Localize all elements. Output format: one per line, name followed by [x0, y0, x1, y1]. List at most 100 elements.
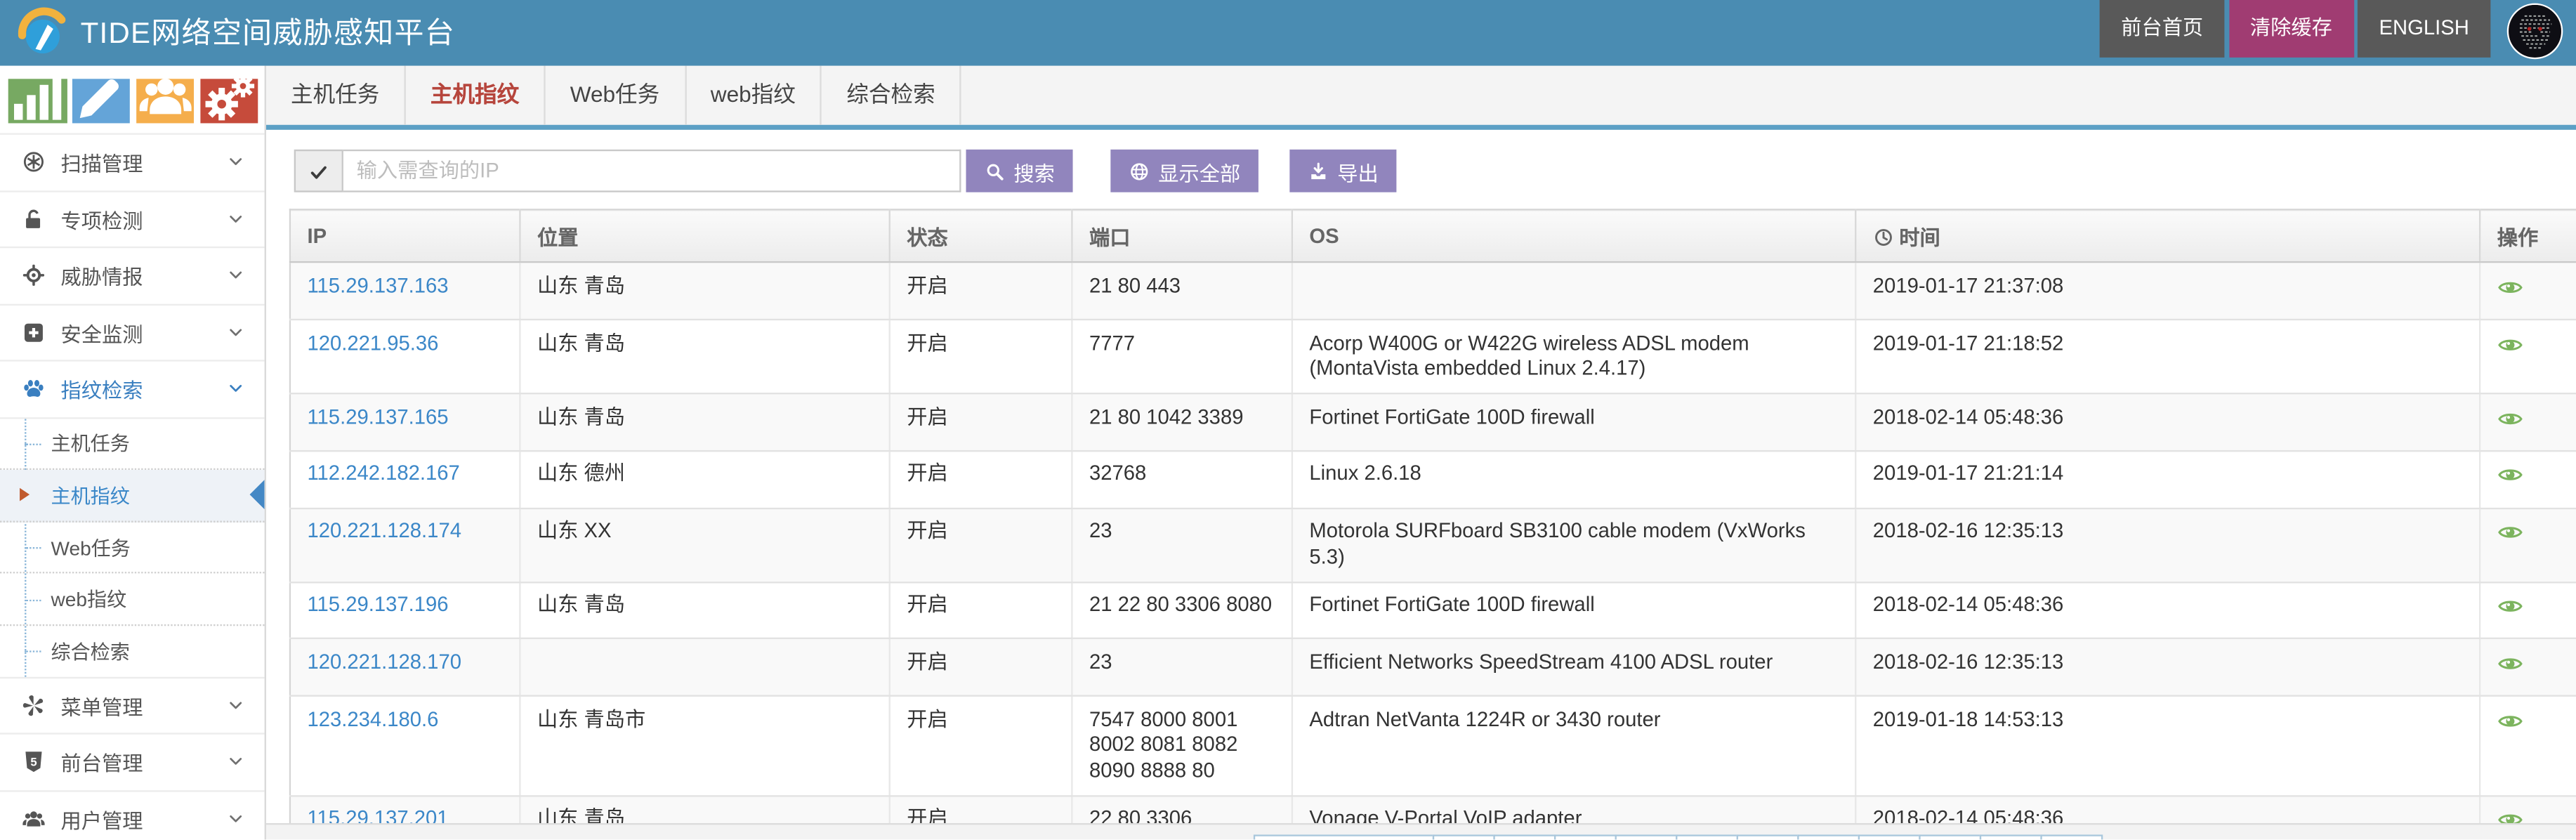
sidebar-item-5[interactable]: 菜单管理 [0, 678, 265, 735]
column-header-ip: IP [289, 210, 521, 264]
cell-time: 2019-01-17 21:21:14 [1855, 450, 2481, 509]
tide-logo-icon [15, 5, 71, 61]
sidebar-subitem-3[interactable]: web指纹 [0, 575, 265, 626]
sidebar-item-2[interactable]: 威胁情报 [0, 249, 265, 306]
cell-ip: 120.221.128.174 [289, 507, 521, 583]
ip-link[interactable]: 115.29.137.196 [307, 593, 449, 617]
pagination-cell-7[interactable] [1797, 834, 1860, 840]
table-row-3: 112.242.182.167 山东 德州 开启 32768 Linux 2.6.18 2… [289, 450, 2576, 509]
sidebar-menu: 扫描管理 专项检测 威胁情报 安全监测 指纹检索 主机任务主机指纹 Web任务 web指纹 综合… [0, 133, 265, 840]
cell-ip: 112.242.182.167 [289, 450, 521, 509]
front-home-button[interactable]: 前台首页 [2099, 0, 2225, 58]
cell-status: 开启 [889, 263, 1073, 321]
chevron-down-icon [227, 154, 245, 172]
sidebar-subitem-4[interactable]: 综合检索 [0, 626, 265, 676]
ip-link[interactable]: 115.29.137.165 [307, 405, 449, 429]
quick-button-pencil[interactable] [72, 78, 131, 123]
user-avatar[interactable] [2506, 3, 2563, 60]
eye-icon[interactable] [2497, 274, 2523, 300]
tab-1[interactable]: 主机指纹 [406, 65, 546, 125]
pagination-cell-0[interactable] [1253, 834, 1435, 840]
sidebar-item-0[interactable]: 扫描管理 [0, 135, 265, 192]
eye-icon[interactable] [2497, 808, 2523, 825]
eye-icon[interactable] [2497, 519, 2523, 545]
crosshair-icon [21, 263, 46, 288]
pagination-cell-3[interactable] [1553, 834, 1617, 840]
column-header-action: 操作 [2480, 210, 2576, 264]
pagination-cell-9[interactable] [1919, 834, 1982, 840]
pagination-cell-8[interactable] [1858, 834, 1921, 840]
sidebar-subitem-2[interactable]: Web任务 [0, 523, 265, 575]
gears-icon [200, 67, 258, 133]
ip-link[interactable]: 112.242.182.167 [307, 462, 460, 486]
show-all-button[interactable]: 显示全部 [1110, 149, 1259, 192]
tab-4[interactable]: 综合检索 [822, 65, 962, 125]
cell-time: 2019-01-18 14:53:13 [1855, 695, 2481, 797]
eye-icon[interactable] [2497, 405, 2523, 431]
quick-button-gears[interactable] [199, 74, 258, 123]
cell-location: 山东 德州 [520, 450, 891, 509]
clear-cache-button[interactable]: 清除缓存 [2228, 0, 2354, 58]
cell-status: 开启 [889, 507, 1073, 583]
column-header-time: 时间 [1855, 210, 2481, 264]
eye-icon[interactable] [2497, 707, 2523, 733]
cell-ports: 21 80 1042 3389 [1072, 393, 1294, 452]
chevron-down-icon [227, 380, 245, 398]
eye-icon[interactable] [2497, 593, 2523, 619]
search-button[interactable]: 搜索 [966, 149, 1073, 192]
pagination-cell-10[interactable] [1979, 834, 2042, 840]
sidebar-item-4[interactable]: 指纹检索 [0, 362, 265, 419]
quick-button-bar-chart[interactable] [8, 74, 67, 123]
sidebar-subitem-0[interactable]: 主机任务 [0, 419, 265, 471]
pagination-cell-1[interactable] [1432, 834, 1495, 840]
cell-ports: 23 [1072, 638, 1294, 697]
cell-os: Fortinet FortiGate 100D firewall [1292, 582, 1857, 640]
ip-link[interactable]: 123.234.180.6 [307, 707, 439, 730]
tab-3[interactable]: web指纹 [686, 65, 822, 125]
ip-link[interactable]: 115.29.137.163 [307, 274, 449, 298]
pagination-cell-5[interactable] [1676, 834, 1738, 840]
search-input[interactable] [343, 149, 961, 192]
table-row-0: 115.29.137.163 山东 青岛 开启 21 80 443 2019-01-17… [289, 263, 2576, 321]
scan-wheel-icon [21, 150, 46, 175]
quick-button-group[interactable] [136, 78, 195, 123]
sidebar-item-6[interactable]: 5 前台管理 [0, 735, 265, 792]
search-toolbar: 搜索 显示全部 导出 [294, 149, 1397, 192]
sidebar-item-7[interactable]: 用户管理 [0, 792, 265, 840]
tab-0[interactable]: 主机任务 [266, 65, 406, 125]
cell-os [1292, 263, 1857, 321]
chevron-down-icon [227, 267, 245, 285]
cell-status: 开启 [889, 320, 1073, 395]
pagination-cell-11[interactable] [2040, 834, 2103, 840]
ip-link[interactable]: 120.221.95.36 [307, 331, 439, 355]
sidebar-subitem-label: 主机指纹 [51, 485, 130, 508]
english-button[interactable]: ENGLISH [2358, 0, 2491, 58]
cell-ports: 22 80 3306 [1072, 796, 1294, 825]
pagination-cell-4[interactable] [1615, 834, 1678, 840]
results-table-wrap: IP 位置 状态 端口 OS 时间 操作 115.29.137.163 山东 青岛 开启 21 8… [289, 209, 2576, 825]
cell-ports: 21 22 80 3306 8080 [1072, 582, 1294, 640]
eye-icon[interactable] [2497, 650, 2523, 676]
pagination-cell-6[interactable] [1736, 834, 1799, 840]
table-row-4: 120.221.128.174 山东 XX 开启 23 Motorola SURFboa… [289, 507, 2576, 583]
ip-link[interactable]: 115.29.137.201 [307, 807, 449, 825]
magnifier-icon [984, 160, 1005, 181]
sidebar-item-3[interactable]: 安全监测 [0, 305, 265, 362]
bar-chart-icon [8, 67, 67, 133]
app-header: TIDE网络空间威胁感知平台 前台首页 清除缓存 ENGLISH [0, 0, 2576, 66]
cell-status: 开启 [889, 638, 1073, 697]
cell-location: 山东 XX [520, 507, 891, 583]
cell-time: 2018-02-16 12:35:13 [1855, 507, 2481, 583]
pagination-cell-2[interactable] [1493, 834, 1556, 840]
search-checkbox[interactable] [294, 149, 343, 192]
sidebar-item-1[interactable]: 专项检测 [0, 192, 265, 249]
ip-link[interactable]: 120.221.128.174 [307, 519, 461, 543]
sidebar-subitem-1[interactable]: 主机指纹 [0, 470, 265, 523]
export-button[interactable]: 导出 [1289, 149, 1397, 192]
plus-square-icon [21, 320, 46, 345]
eye-icon[interactable] [2497, 331, 2523, 357]
eye-icon[interactable] [2497, 462, 2523, 488]
cell-location [520, 638, 891, 697]
ip-link[interactable]: 120.221.128.170 [307, 650, 461, 674]
tab-2[interactable]: Web任务 [546, 65, 686, 125]
